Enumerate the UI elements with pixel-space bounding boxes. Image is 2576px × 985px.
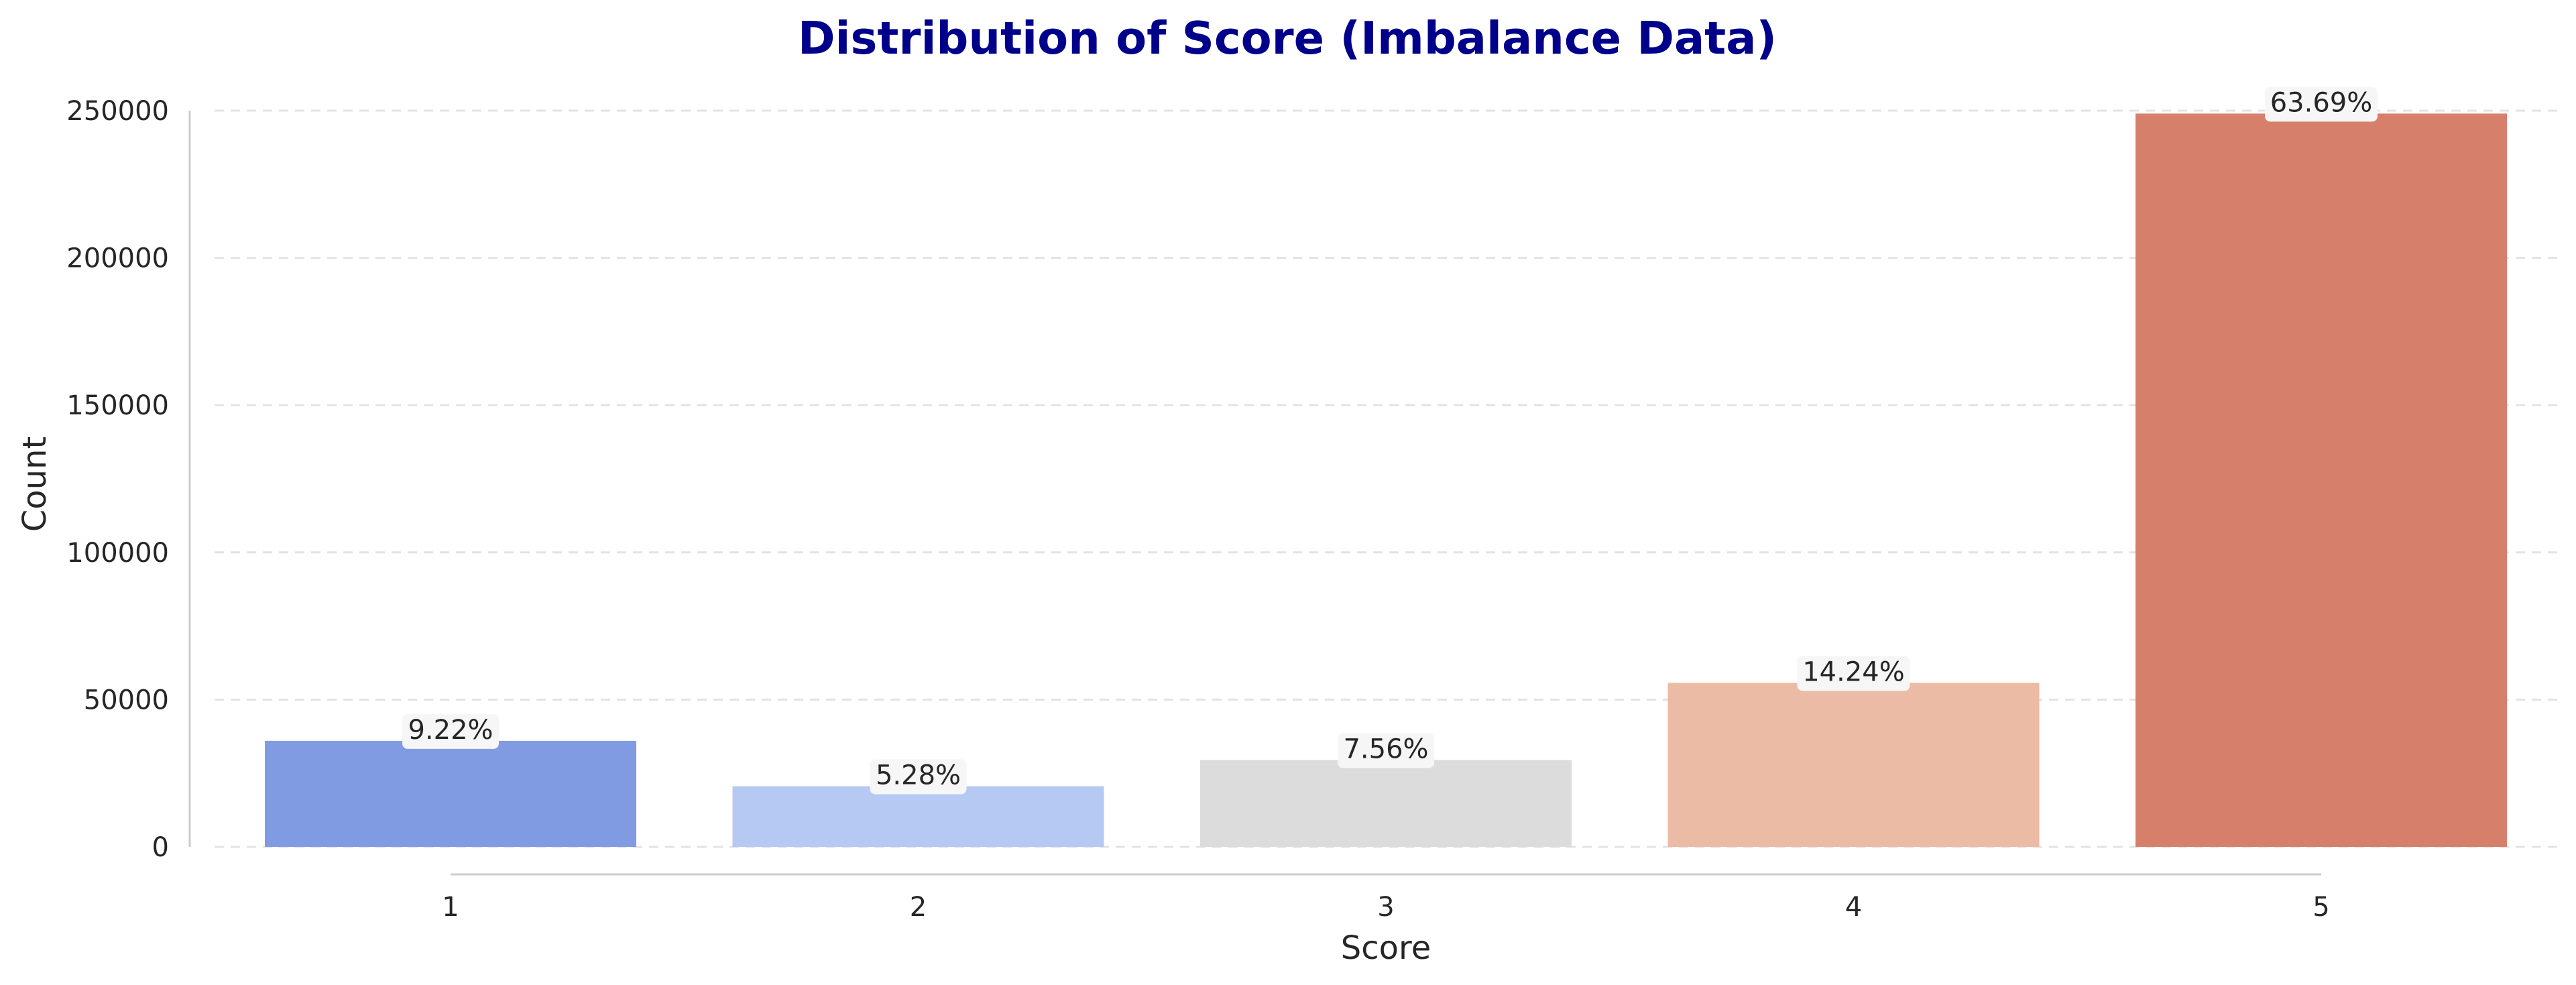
y-tick-label: 200000 bbox=[66, 243, 169, 274]
bar-score-2 bbox=[732, 786, 1104, 847]
data-label: 9.22% bbox=[408, 715, 493, 746]
bar-score-1 bbox=[265, 740, 636, 847]
data-label: 5.28% bbox=[876, 760, 961, 791]
data-label-background bbox=[870, 759, 967, 795]
y-tick-label: 100000 bbox=[66, 538, 169, 569]
data-label-background bbox=[1338, 733, 1434, 768]
y-axis-label: Count bbox=[16, 437, 54, 532]
data-labels: 9.22% 5.28% 7.56% 14.24% 63.69% bbox=[402, 86, 2378, 795]
x-tick-label: 1 bbox=[442, 892, 459, 923]
bar-score-5 bbox=[2135, 113, 2507, 848]
data-label: 14.24% bbox=[1802, 656, 1905, 687]
x-tick-label: 2 bbox=[910, 892, 927, 923]
data-label: 63.69% bbox=[2270, 87, 2373, 118]
y-tick-label: 50000 bbox=[84, 685, 169, 715]
bar-score-3 bbox=[1200, 760, 1572, 847]
x-axis-label: Score bbox=[1341, 929, 1431, 967]
data-label: 7.56% bbox=[1343, 734, 1428, 764]
data-label-background bbox=[2265, 86, 2378, 122]
x-tick-label: 5 bbox=[2312, 892, 2329, 923]
x-tick-label: 3 bbox=[1377, 892, 1394, 923]
y-tick-label: 150000 bbox=[66, 390, 169, 421]
y-axis-ticks: 0 50000 100000 150000 200000 250000 bbox=[66, 96, 169, 863]
y-tick-label: 0 bbox=[152, 832, 169, 863]
bar-score-4 bbox=[1667, 683, 2040, 847]
x-tick-label: 4 bbox=[1845, 892, 1862, 923]
bars bbox=[265, 113, 2507, 848]
data-label-background bbox=[402, 713, 499, 749]
data-label-background bbox=[1797, 656, 1910, 691]
y-tick-label: 250000 bbox=[66, 96, 169, 127]
chart-title: Distribution of Score (Imbalance Data) bbox=[798, 12, 1777, 64]
x-axis-ticks: 1 2 3 4 5 bbox=[442, 892, 2329, 923]
